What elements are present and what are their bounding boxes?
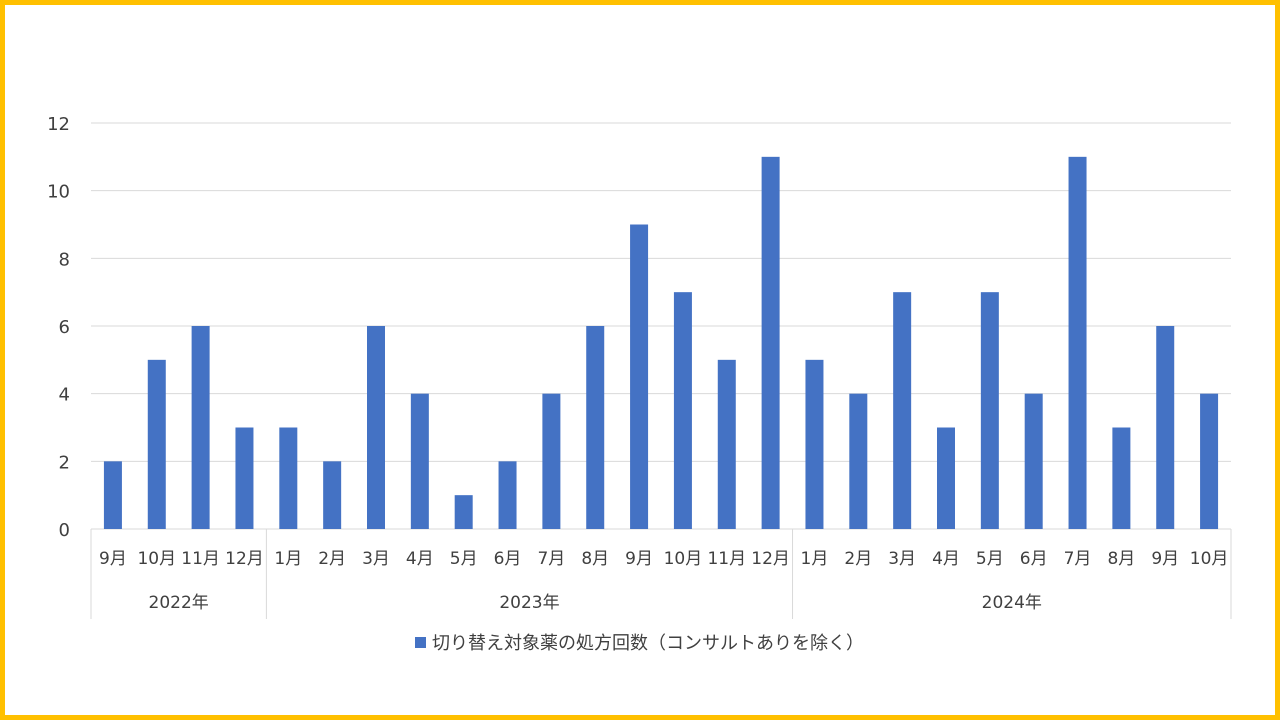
y-tick-label: 10 — [47, 182, 70, 203]
bar — [980, 292, 999, 529]
legend-swatch — [415, 637, 426, 648]
x-tick-label: 8月 — [581, 549, 609, 569]
bar — [410, 393, 429, 529]
bar — [1068, 156, 1087, 530]
x-tick-label: 10月 — [1190, 549, 1229, 569]
bar — [717, 359, 736, 529]
x-tick-label: 4月 — [406, 549, 434, 569]
legend-label: 切り替え対象薬の処方回数（コンサルトありを除く） — [432, 633, 864, 654]
x-tick-label: 7月 — [537, 549, 565, 569]
bar — [805, 359, 824, 529]
x-tick-label: 3月 — [362, 549, 390, 569]
bar — [893, 292, 912, 529]
x-tick-label: 2月 — [844, 549, 872, 569]
x-tick-label: 6月 — [1020, 549, 1048, 569]
year-group-label: 2022年 — [149, 593, 209, 613]
bar — [279, 427, 298, 529]
bar — [235, 427, 254, 529]
x-tick-label: 1月 — [801, 549, 829, 569]
bar — [454, 495, 473, 529]
y-tick-label: 6 — [59, 317, 70, 338]
x-tick-label: 11月 — [707, 549, 746, 569]
x-tick-label: 10月 — [137, 549, 176, 569]
bar — [367, 326, 385, 529]
bar — [849, 393, 868, 529]
y-tick-label: 12 — [47, 114, 70, 135]
bar — [1200, 393, 1219, 529]
bar — [191, 326, 210, 529]
x-tick-label: 5月 — [450, 549, 478, 569]
x-tick-label: 12月 — [225, 549, 264, 569]
x-tick-label: 2月 — [318, 549, 346, 569]
x-tick-label: 5月 — [976, 549, 1004, 569]
x-tick-label: 3月 — [888, 549, 916, 569]
y-tick-label: 4 — [59, 385, 70, 406]
bar — [147, 359, 166, 529]
x-tick-label: 6月 — [494, 549, 522, 569]
x-tick-label: 4月 — [932, 549, 960, 569]
y-tick-label: 8 — [59, 249, 70, 270]
x-tick-label: 12月 — [751, 549, 790, 569]
bar — [1156, 326, 1175, 529]
year-group-label: 2023年 — [499, 593, 559, 613]
x-tick-label: 7月 — [1064, 549, 1092, 569]
x-tick-label: 1月 — [274, 549, 302, 569]
bar — [630, 224, 649, 529]
bar — [673, 292, 692, 529]
x-tick-label: 8月 — [1107, 549, 1135, 569]
bar — [1024, 393, 1043, 529]
y-tick-label: 2 — [59, 452, 70, 473]
x-tick-label: 11月 — [181, 549, 220, 569]
x-tick-label: 9月 — [99, 549, 127, 569]
bar — [103, 461, 122, 529]
bar — [586, 326, 605, 529]
x-tick-label: 9月 — [1151, 549, 1179, 569]
y-tick-label: 0 — [59, 520, 70, 541]
bar — [761, 156, 780, 530]
x-tick-label: 9月 — [625, 549, 653, 569]
year-group-label: 2024年 — [982, 593, 1042, 613]
bar — [937, 427, 955, 529]
bar — [498, 461, 517, 529]
bar — [542, 393, 561, 529]
x-tick-label: 10月 — [664, 549, 703, 569]
bar — [1112, 427, 1131, 529]
bar — [323, 461, 342, 529]
